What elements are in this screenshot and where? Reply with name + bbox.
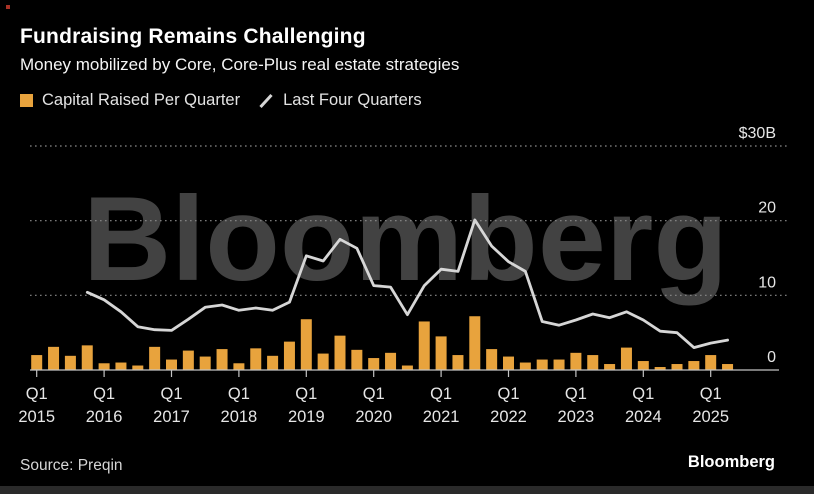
bar: [604, 364, 616, 370]
x-tick-quarter-label: Q1: [93, 385, 115, 403]
legend-item-capital-raised: Capital Raised Per Quarter: [20, 91, 240, 110]
watermark-text: Bloomberg: [83, 172, 728, 306]
bar: [166, 359, 177, 370]
x-tick-quarter-label: Q1: [363, 385, 385, 403]
x-tick-year-label: 2023: [558, 408, 595, 426]
x-tick-quarter-label: Q1: [295, 385, 317, 403]
x-tick-year-label: 2016: [86, 408, 123, 426]
source-label: Source: Preqin: [20, 457, 123, 474]
x-tick-year-label: 2017: [153, 408, 190, 426]
red-dot: [6, 5, 10, 9]
bar: [418, 321, 430, 370]
x-tick-year-label: 2019: [288, 408, 325, 426]
bar: [705, 355, 717, 370]
bar: [250, 348, 262, 370]
x-tick-year-label: 2025: [692, 408, 729, 426]
bar: [300, 319, 312, 370]
bar: [654, 367, 666, 370]
bar: [115, 362, 127, 370]
x-tick-year-label: 2020: [355, 408, 392, 426]
bar: [149, 346, 161, 370]
bar: [267, 355, 279, 370]
bar: [317, 353, 329, 370]
bar: [469, 316, 481, 370]
y-axis-label: 20: [758, 200, 776, 217]
bloomberg-logo: Bloomberg: [687, 453, 775, 471]
bar: [570, 352, 582, 370]
bar: [452, 355, 464, 370]
bar: [671, 364, 683, 370]
bar: [368, 358, 380, 370]
bar: [48, 346, 60, 370]
line-slash-icon: [259, 93, 273, 108]
bar: [637, 361, 649, 370]
legend-label-last-four-quarters: Last Four Quarters: [283, 91, 422, 109]
x-tick-year-label: 2022: [490, 408, 527, 426]
bar: [182, 350, 194, 370]
bar: [536, 359, 548, 370]
page-title: Fundraising Remains Challenging: [20, 25, 366, 48]
x-tick-quarter-label: Q1: [700, 385, 722, 403]
bar: [216, 349, 228, 370]
bar: [31, 355, 43, 370]
chart-subtitle: Money mobilized by Core, Core-Plus real …: [20, 55, 460, 74]
y-axis-label: $30B: [739, 125, 776, 142]
bar: [553, 359, 565, 370]
x-tick-quarter-label: Q1: [497, 385, 519, 403]
bar: [81, 345, 93, 370]
bar: [98, 363, 110, 370]
x-tick-quarter-label: Q1: [160, 385, 182, 403]
x-tick-quarter-label: Q1: [430, 385, 452, 403]
bar: [435, 336, 447, 370]
bar: [587, 355, 599, 370]
x-tick-quarter-label: Q1: [228, 385, 250, 403]
bar: [334, 335, 346, 370]
bar-swatch-icon: [20, 94, 33, 107]
x-tick-year-label: 2024: [625, 408, 662, 426]
y-axis-label: 10: [758, 274, 776, 291]
bar: [64, 355, 76, 370]
bar: [199, 356, 211, 370]
bar: [132, 365, 144, 370]
bar: [233, 363, 245, 370]
trend-line: [85, 218, 729, 350]
legend-item-last-four-quarters: Last Four Quarters: [258, 91, 422, 110]
x-tick-quarter-label: Q1: [632, 385, 654, 403]
bar: [688, 361, 700, 370]
x-tick-quarter-label: Q1: [26, 385, 48, 403]
x-tick-year-label: 2018: [221, 408, 258, 426]
bar: [283, 341, 295, 370]
x-tick-year-label: 2021: [423, 408, 460, 426]
legend: Capital Raised Per Quarter Last Four Qua…: [20, 91, 422, 110]
bar: [620, 347, 632, 370]
y-axis-label: 0: [767, 349, 776, 366]
bar: [351, 349, 363, 370]
legend-label-capital-raised: Capital Raised Per Quarter: [42, 91, 241, 109]
bar: [519, 362, 531, 370]
bar: [503, 356, 514, 370]
bar: [722, 364, 734, 370]
bar: [401, 365, 413, 370]
x-tick-year-label: 2015: [18, 408, 55, 426]
bar: [385, 352, 397, 370]
bottom-strip: [0, 486, 814, 494]
bar: [486, 349, 498, 370]
x-tick-quarter-label: Q1: [565, 385, 587, 403]
